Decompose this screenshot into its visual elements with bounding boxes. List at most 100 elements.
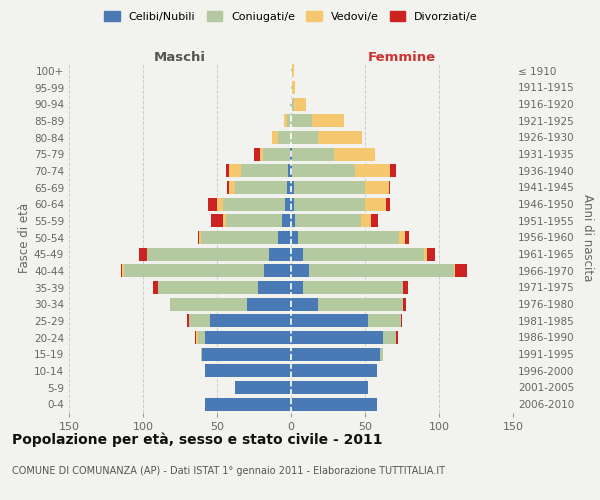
Bar (223, 198, 285, 210)
Bar (247, 298, 291, 310)
Bar (227, 181, 229, 194)
Bar (291, 314, 368, 328)
Bar (284, 114, 287, 128)
Bar (295, 214, 361, 228)
Bar (287, 181, 291, 194)
Bar (405, 231, 409, 244)
Text: Maschi: Maschi (154, 51, 206, 64)
Bar (371, 214, 379, 228)
Bar (288, 164, 291, 177)
Y-axis label: Anni di nascita: Anni di nascita (581, 194, 594, 281)
Bar (365, 181, 389, 194)
Bar (312, 114, 344, 128)
Bar (205, 331, 291, 344)
Bar (390, 164, 396, 177)
Bar (229, 181, 235, 194)
Bar (365, 198, 386, 210)
Bar (309, 264, 454, 278)
Bar (403, 281, 408, 294)
Bar (196, 331, 198, 344)
Bar (291, 98, 294, 110)
Bar (170, 298, 247, 310)
Bar (154, 281, 158, 294)
Bar (386, 198, 390, 210)
Bar (455, 264, 467, 278)
Bar (290, 98, 291, 110)
Bar (291, 331, 383, 344)
Bar (389, 181, 390, 194)
Bar (291, 81, 292, 94)
Bar (291, 131, 317, 144)
Bar (303, 281, 403, 294)
Bar (285, 198, 291, 210)
Bar (282, 214, 291, 228)
Bar (334, 148, 376, 160)
Bar (383, 331, 396, 344)
Bar (401, 314, 402, 328)
Bar (424, 248, 427, 260)
Y-axis label: Fasce di età: Fasce di età (18, 202, 31, 272)
Legend: Celibi/Nubili, Coniugati/e, Vedovi/e, Divorziati/e: Celibi/Nubili, Coniugati/e, Vedovi/e, Di… (101, 8, 481, 25)
Bar (291, 298, 317, 310)
Bar (290, 148, 291, 160)
Bar (287, 114, 291, 128)
Bar (211, 214, 223, 228)
Bar (403, 298, 406, 310)
Bar (368, 314, 401, 328)
Bar (291, 148, 292, 160)
Bar (195, 331, 196, 344)
Bar (209, 314, 291, 328)
Bar (226, 164, 229, 177)
Bar (454, 264, 455, 278)
Bar (294, 181, 365, 194)
Bar (226, 214, 282, 228)
Bar (278, 231, 291, 244)
Bar (269, 248, 291, 260)
Bar (291, 214, 295, 228)
Bar (189, 314, 209, 328)
Bar (291, 348, 380, 360)
Bar (254, 148, 260, 160)
Bar (121, 264, 122, 278)
Bar (223, 214, 226, 228)
Bar (272, 131, 278, 144)
Bar (291, 114, 312, 128)
Bar (201, 348, 202, 360)
Bar (291, 181, 294, 194)
Bar (235, 181, 287, 194)
Bar (198, 331, 205, 344)
Bar (205, 364, 291, 378)
Text: Popolazione per età, sesso e stato civile - 2011: Popolazione per età, sesso e stato civil… (12, 432, 383, 447)
Bar (427, 248, 434, 260)
Bar (217, 198, 223, 210)
Bar (291, 231, 298, 244)
Bar (229, 164, 241, 177)
Bar (291, 398, 377, 410)
Bar (187, 314, 189, 328)
Bar (292, 64, 294, 78)
Bar (260, 148, 263, 160)
Bar (303, 248, 424, 260)
Bar (380, 348, 383, 360)
Bar (265, 264, 291, 278)
Bar (317, 131, 362, 144)
Text: Femmine: Femmine (368, 51, 436, 64)
Bar (396, 331, 398, 344)
Bar (355, 164, 390, 177)
Bar (259, 281, 291, 294)
Bar (291, 164, 292, 177)
Bar (208, 198, 217, 210)
Bar (205, 398, 291, 410)
Bar (317, 298, 403, 310)
Bar (241, 164, 288, 177)
Bar (199, 231, 201, 244)
Bar (291, 281, 303, 294)
Bar (291, 364, 377, 378)
Bar (148, 248, 269, 260)
Bar (198, 231, 199, 244)
Bar (399, 231, 405, 244)
Bar (278, 131, 291, 144)
Bar (291, 381, 368, 394)
Bar (201, 231, 278, 244)
Bar (291, 198, 294, 210)
